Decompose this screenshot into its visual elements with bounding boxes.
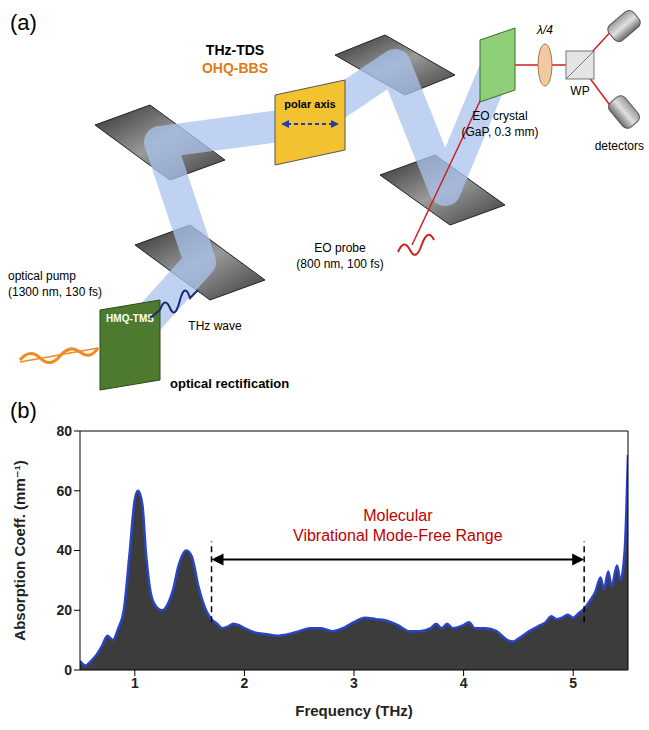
svg-text:5: 5 <box>569 675 577 691</box>
svg-text:Molecular: Molecular <box>363 507 433 524</box>
svg-text:optical rectification: optical rectification <box>170 376 289 391</box>
html-text:(b): (b) <box>10 398 37 423</box>
svg-text:λ/4: λ/4 <box>536 23 553 37</box>
svg-text:Absorption Coeff. (mm⁻¹): Absorption Coeff. (mm⁻¹) <box>11 460 28 640</box>
svg-text:EO probe(800 nm, 100 fs): EO probe(800 nm, 100 fs) <box>296 241 383 271</box>
svg-text:60: 60 <box>56 483 72 499</box>
svg-text:EO crystal(GaP, 0.3 mm): EO crystal(GaP, 0.3 mm) <box>461 109 538 139</box>
svg-text:Vibrational Mode-Free Range: Vibrational Mode-Free Range <box>293 527 503 544</box>
svg-text:THz wave: THz wave <box>188 319 242 333</box>
svg-text:WP: WP <box>570 84 589 98</box>
svg-text:OHQ-BBS: OHQ-BBS <box>202 60 268 76</box>
svg-text:optical pump(1300 nm, 130 fs): optical pump(1300 nm, 130 fs) <box>8 269 102 299</box>
svg-text:(a): (a) <box>10 10 37 35</box>
svg-text:3: 3 <box>350 675 358 691</box>
svg-text:0: 0 <box>64 662 72 678</box>
svg-text:THz-TDS: THz-TDS <box>206 42 264 58</box>
svg-text:Frequency (THz): Frequency (THz) <box>295 702 413 719</box>
svg-text:1: 1 <box>131 675 139 691</box>
svg-text:2: 2 <box>241 675 249 691</box>
svg-text:polar axis: polar axis <box>284 98 335 110</box>
svg-text:detectors: detectors <box>595 139 644 153</box>
svg-text:20: 20 <box>56 602 72 618</box>
svg-text:40: 40 <box>56 542 72 558</box>
svg-text:4: 4 <box>460 675 468 691</box>
svg-text:HMQ-TMS: HMQ-TMS <box>106 313 154 324</box>
svg-text:80: 80 <box>56 423 72 439</box>
